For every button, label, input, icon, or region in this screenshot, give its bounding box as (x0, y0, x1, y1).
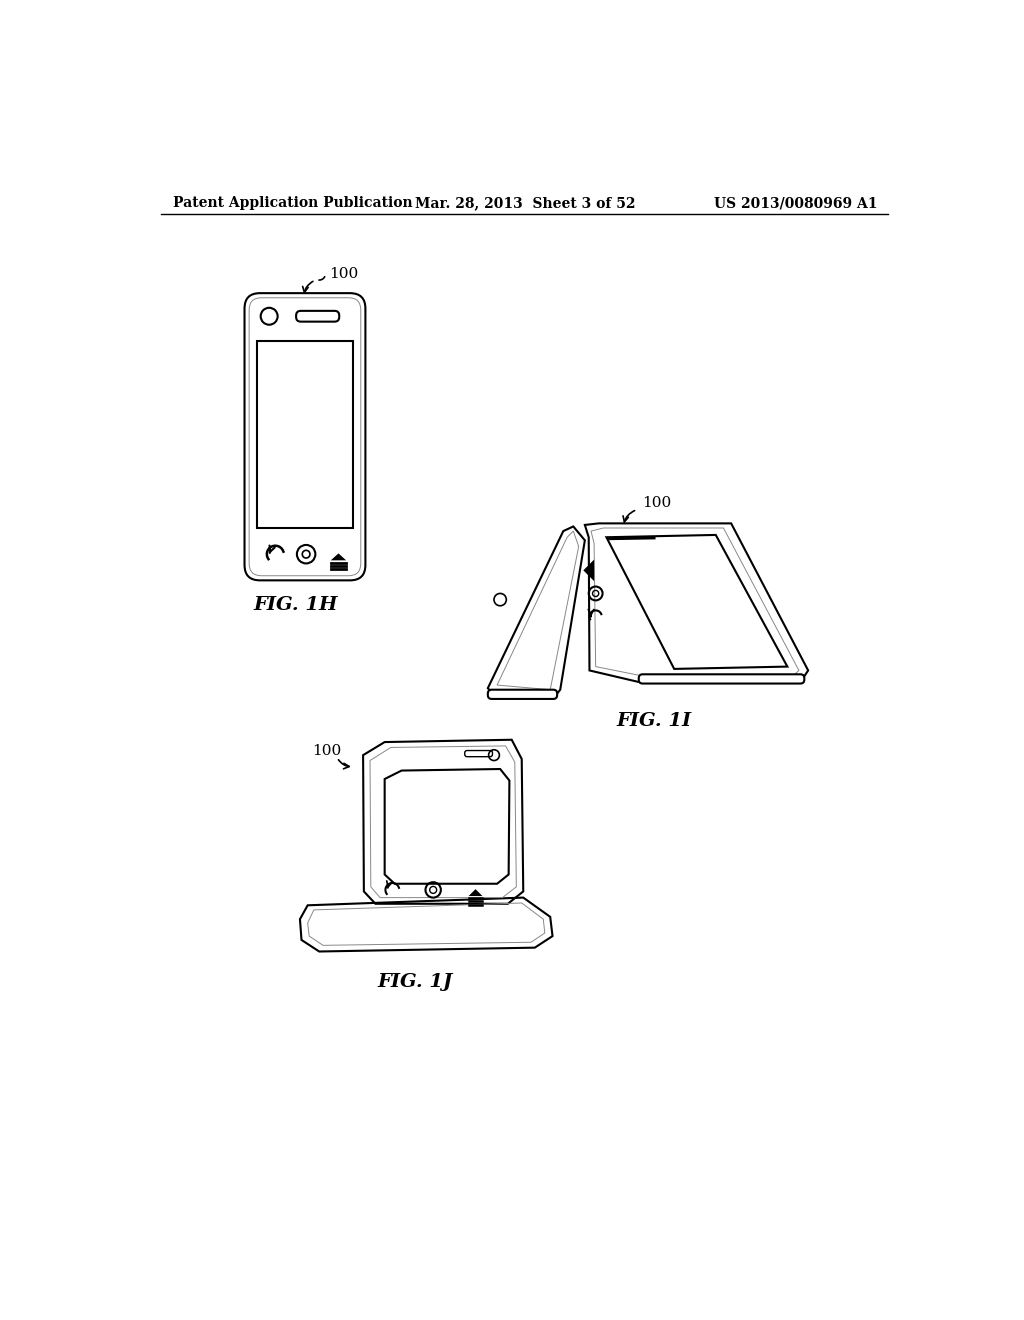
Polygon shape (331, 553, 346, 561)
Text: US 2013/0080969 A1: US 2013/0080969 A1 (714, 197, 878, 210)
Text: 100: 100 (312, 744, 342, 758)
Text: FIG. 1I: FIG. 1I (616, 711, 692, 730)
FancyBboxPatch shape (245, 293, 366, 581)
Text: Patent Application Publication: Patent Application Publication (173, 197, 413, 210)
Text: 100: 100 (643, 496, 672, 511)
Text: Mar. 28, 2013  Sheet 3 of 52: Mar. 28, 2013 Sheet 3 of 52 (415, 197, 635, 210)
Text: FIG. 1J: FIG. 1J (378, 973, 453, 991)
Bar (257, 341, 353, 528)
FancyBboxPatch shape (639, 675, 804, 684)
Text: FIG. 1H: FIG. 1H (254, 597, 338, 614)
Polygon shape (584, 560, 594, 581)
Text: 100: 100 (330, 267, 358, 281)
Polygon shape (469, 890, 482, 896)
FancyBboxPatch shape (487, 689, 557, 700)
